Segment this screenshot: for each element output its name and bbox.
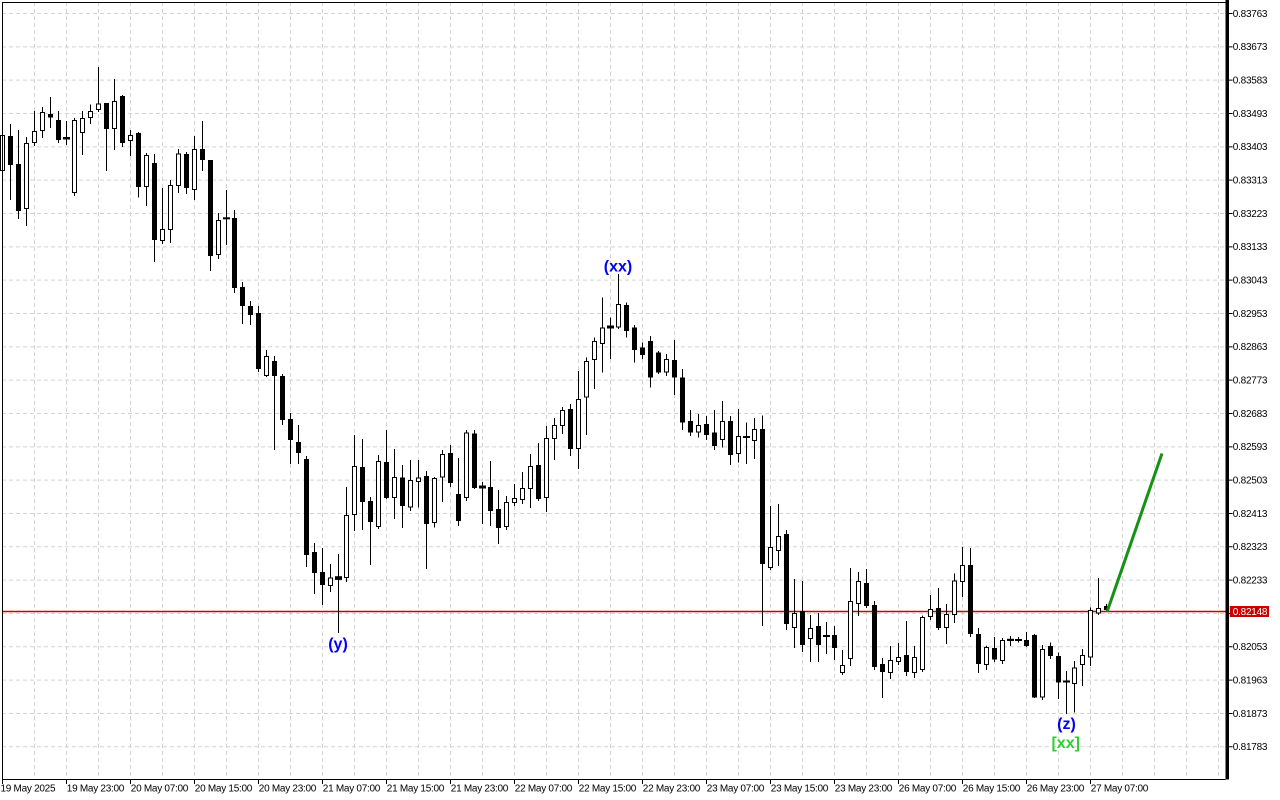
svg-text:0.83403: 0.83403 [1233,142,1268,153]
svg-text:0.82863: 0.82863 [1233,342,1268,353]
svg-text:0.82683: 0.82683 [1233,409,1268,420]
svg-text:0.83133: 0.83133 [1233,242,1268,253]
svg-text:0.82323: 0.82323 [1233,542,1268,553]
svg-text:23 May 07:00: 23 May 07:00 [707,784,765,795]
svg-text:0.82503: 0.82503 [1233,476,1268,487]
svg-text:22 May 23:00: 22 May 23:00 [643,784,701,795]
svg-text:21 May 15:00: 21 May 15:00 [387,784,445,795]
svg-text:0.83043: 0.83043 [1233,276,1268,287]
svg-text:0.82053: 0.82053 [1233,642,1268,653]
svg-text:19 May 23:00: 19 May 23:00 [67,784,125,795]
svg-text:[xx]: [xx] [1051,735,1079,752]
svg-text:27 May 07:00: 27 May 07:00 [1091,784,1149,795]
svg-text:21 May 23:00: 21 May 23:00 [451,784,509,795]
svg-text:0.82773: 0.82773 [1233,376,1268,387]
svg-text:0.83223: 0.83223 [1233,209,1268,220]
svg-text:22 May 07:00: 22 May 07:00 [515,784,573,795]
svg-text:(xx): (xx) [604,259,632,276]
svg-text:0.82593: 0.82593 [1233,442,1268,453]
svg-text:20 May 23:00: 20 May 23:00 [259,784,317,795]
svg-text:0.82413: 0.82413 [1233,509,1268,520]
svg-text:0.81783: 0.81783 [1233,742,1268,753]
svg-text:26 May 07:00: 26 May 07:00 [899,784,957,795]
svg-text:20 May 07:00: 20 May 07:00 [131,784,189,795]
svg-text:20 May 15:00: 20 May 15:00 [195,784,253,795]
svg-text:23 May 23:00: 23 May 23:00 [835,784,893,795]
svg-text:0.83583: 0.83583 [1233,76,1268,87]
svg-text:22 May 15:00: 22 May 15:00 [579,784,637,795]
svg-text:26 May 23:00: 26 May 23:00 [1027,784,1085,795]
svg-text:0.81963: 0.81963 [1233,676,1268,687]
svg-text:19 May 2025: 19 May 2025 [1,784,56,795]
svg-text:0.82953: 0.82953 [1233,309,1268,320]
svg-text:23 May 15:00: 23 May 15:00 [771,784,829,795]
svg-text:0.83313: 0.83313 [1233,176,1268,187]
svg-text:0.81873: 0.81873 [1233,709,1268,720]
svg-text:0.82148: 0.82148 [1233,607,1268,618]
svg-text:21 May 07:00: 21 May 07:00 [323,784,381,795]
svg-text:26 May 15:00: 26 May 15:00 [963,784,1021,795]
svg-text:0.83493: 0.83493 [1233,109,1268,120]
svg-text:0.83673: 0.83673 [1233,42,1268,53]
svg-text:(y): (y) [328,636,348,653]
svg-text:0.83763: 0.83763 [1233,9,1268,20]
svg-text:0.82233: 0.82233 [1233,576,1268,587]
svg-text:(z): (z) [1057,716,1076,733]
